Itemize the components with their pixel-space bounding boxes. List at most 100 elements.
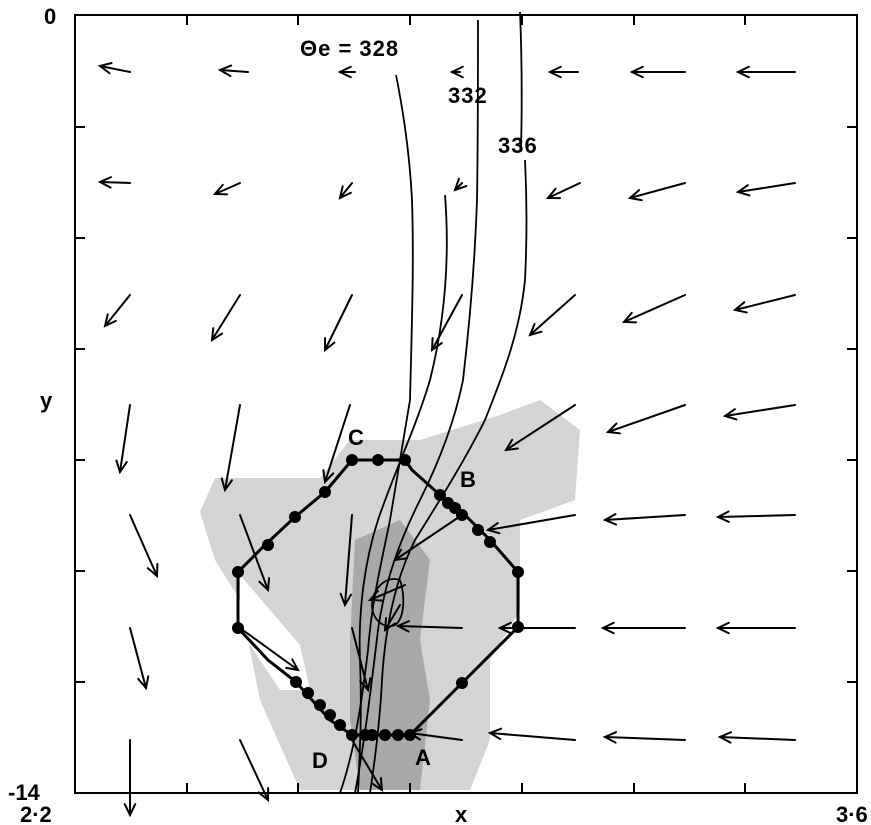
wind-vector-shaft [397,625,463,629]
wind-vector-shaft [239,739,269,801]
wind-vector-shaft [224,404,241,491]
y-axis-top-label: 0 [44,4,56,29]
wind-vector-head [210,327,224,342]
x-axis-right-label: 3·6 [836,802,868,825]
contour-inner-3 [371,578,405,628]
polygon-vertex-dot [289,511,301,523]
wind-vector-head [449,65,464,79]
wind-vector-head [605,422,621,435]
wind-vector-head [97,62,113,75]
wind-vector-shaft [717,514,796,518]
wind-vector-shaft [604,514,686,521]
shaded-region [200,400,580,790]
wind-vector-head [600,621,615,635]
y-axis-title: y [40,388,53,413]
wind-vector-shaft [129,627,147,689]
wind-vector-shaft [547,182,581,199]
polygon-vertex-dot [314,699,326,711]
polygon-vertex-dot [372,454,384,466]
wind-vector-head [339,592,353,608]
wind-vector-shaft [394,514,463,561]
wind-vector-shaft [219,69,249,73]
wind-vector-shaft [489,732,576,741]
wind-vector-shaft [239,627,299,671]
polygon-vertex-dot [232,622,244,634]
theta-e-contours [339,11,528,794]
wind-vector-shaft [724,404,796,417]
shade-dark [350,520,430,790]
polygon-vertex-dot [262,539,274,551]
point-label-b: B [460,467,476,492]
wind-vector-head [497,621,512,635]
contour-328 [339,74,414,794]
polygon-vertex-dot [319,486,331,498]
polygon-vertex-dot [512,621,524,633]
wind-vector-head [285,658,300,672]
polygon-vertex-dot [456,677,468,689]
polygon-vertex-dot [232,566,244,578]
polygon-vertex-dot [484,536,496,548]
wind-vector-shaft [239,514,269,591]
polygon-vertex-dot [379,729,391,741]
wind-vector-shaft [505,404,576,451]
wind-vector-shaft [324,294,353,351]
wind-vector-head [453,177,468,192]
wind-vector-head [137,675,150,691]
integration-polygon [232,454,524,741]
wind-vector-head [258,577,271,593]
wind-vector-head [217,64,233,77]
wind-vector-shaft [529,294,576,336]
x-axis-title: x [455,802,468,825]
polygon-vertex-dot [399,454,411,466]
contour-label-332: 332 [448,83,488,108]
wind-vector-head [487,727,503,741]
polygon-vertex-dot [512,566,524,578]
wind-vector-head [602,513,618,526]
wind-vector-head [528,322,543,337]
point-label-c: C [348,425,364,450]
wind-vector-shaft [409,732,463,741]
point-label-d: D [312,748,328,773]
wind-vector-head [545,187,561,200]
wind-vector-shaft [737,182,796,193]
wind-vector-head [97,176,112,189]
wind-vector-head [627,189,643,202]
polygon-vertex-dot [302,687,314,699]
wind-vector-head [504,438,519,452]
wind-vector-shaft [211,294,241,341]
wind-vector-head [123,803,137,818]
wind-vector-shaft [487,514,576,531]
wind-vector-head [715,510,730,523]
wind-vector-head [220,477,234,493]
wind-vector-head [735,184,751,197]
wind-vector-shaft [719,736,796,741]
wind-vector-shaft [214,182,241,195]
wind-vector-shaft [99,65,131,73]
wind-vector-head [323,337,336,353]
point-label-a: A [415,745,431,770]
contour-label-336: 336 [498,133,538,158]
wind-vector-head [735,65,750,79]
wind-vector-head [629,65,644,79]
wind-vector-shaft [324,404,351,483]
polygon-vertex-dot [324,709,336,721]
wind-vector-shaft [604,736,686,741]
wind-vector-head [485,522,501,535]
wind-vector-shaft [351,739,383,791]
wind-vector-head [715,621,730,635]
polygon-vertex-dot [359,729,371,741]
wind-vector-shaft [99,181,131,184]
wind-vector-shaft [734,294,796,311]
wind-vector-shaft [104,294,131,327]
wind-vector-shaft [629,182,686,199]
wind-vector-shaft [431,294,463,351]
wind-vector-head [212,183,228,196]
wind-vector-shaft [339,182,353,199]
x-axis-left-label: 2·2 [20,802,52,825]
polygon-vertex-dot [472,524,484,536]
wind-vector-head [337,65,352,79]
polygon-vertex-dot [346,454,358,466]
plot-frame [74,14,858,794]
ticks [75,15,857,793]
wind-vector-head [722,408,738,421]
